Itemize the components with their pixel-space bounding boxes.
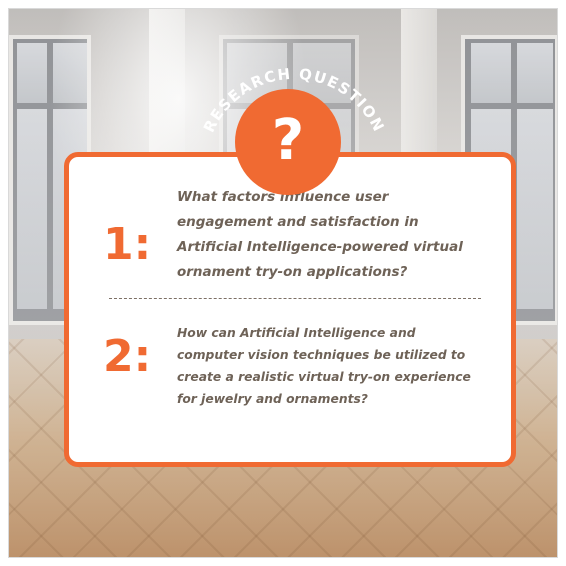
research-questions-card: 1: What factors influence user engagemen…	[64, 152, 516, 467]
question-mark-badge: ?	[235, 89, 341, 195]
question-mark-icon: ?	[271, 108, 305, 173]
question-number: 2:	[103, 331, 152, 382]
question-number: 1:	[103, 219, 152, 270]
question-text: How can Artificial Intelligence and comp…	[177, 326, 471, 406]
slide: RESEARCH QUESTION ? 1: What factors infl…	[8, 8, 558, 558]
dashed-divider	[109, 298, 481, 299]
question-text: What factors influence user engagement a…	[177, 189, 463, 280]
